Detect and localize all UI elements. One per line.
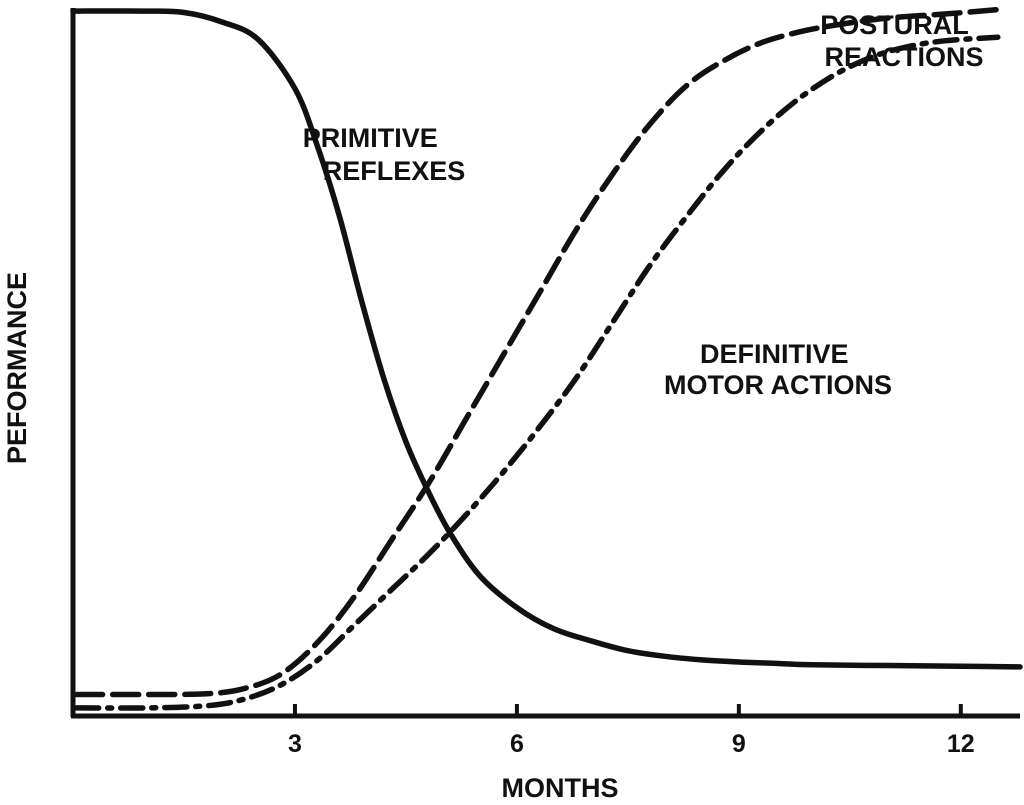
annotation-definitive-motor-actions-line1: DEFINITIVE (700, 339, 849, 369)
y-axis-title: PEFORMANCE (2, 272, 32, 464)
series-line-definitive-motor-actions (73, 34, 1001, 711)
series-lines (70, 6, 1023, 711)
annotation-postural-reactions-line1: POSTURAL (820, 10, 968, 40)
annotation-primitive-reflexes: PRIMITIVE REFLEXES (303, 123, 466, 186)
x-ticks (292, 704, 963, 716)
x-tick-label-6: 6 (510, 730, 524, 758)
annotation-postural-reactions-line2: REACTIONS (824, 42, 983, 72)
x-axis-title: MONTHS (502, 773, 619, 803)
x-tick-label-9: 9 (732, 730, 746, 758)
annotation-definitive-motor-actions-line2: MOTOR ACTIONS (664, 370, 892, 400)
annotation-primitive-reflexes-line1: PRIMITIVE (303, 123, 438, 153)
annotation-primitive-reflexes-line2: REFLEXES (323, 156, 466, 186)
x-tick-label-12: 12 (947, 730, 975, 758)
axes (70, 8, 1020, 719)
series-line-primitive-reflexes (70, 8, 1023, 670)
x-tick-labels: 3 6 9 12 (288, 730, 975, 758)
series-line-postural-reactions (73, 6, 1001, 698)
annotation-definitive-motor-actions: DEFINITIVE MOTOR ACTIONS (664, 339, 892, 400)
annotation-postural-reactions: POSTURAL REACTIONS (820, 10, 983, 72)
x-tick-label-3: 3 (288, 730, 302, 758)
